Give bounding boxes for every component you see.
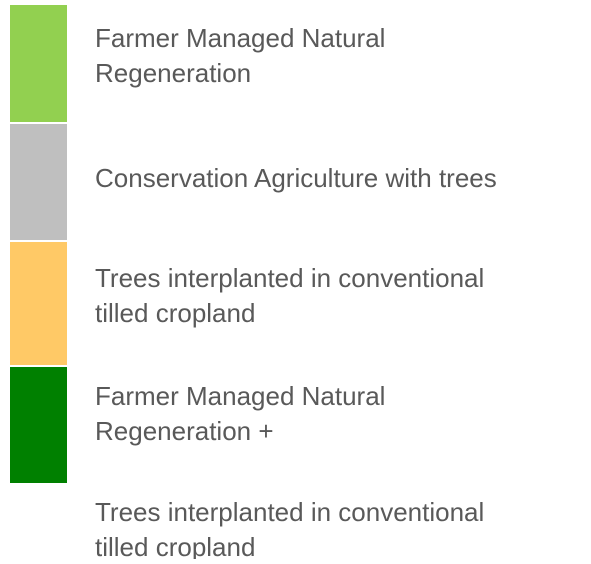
legend-label: Farmer Managed Natural: [95, 381, 385, 411]
legend-label: Farmer Managed Natural: [95, 23, 385, 53]
legend-label: tilled cropland: [95, 298, 255, 328]
legend-label: Regeneration: [95, 58, 251, 88]
legend-label: Trees interplanted in conventional: [95, 263, 484, 293]
legend-label: Regeneration +: [95, 416, 274, 446]
legend-label: tilled cropland: [95, 532, 255, 559]
legend-swatch: [10, 124, 67, 240]
legend-swatch: [10, 242, 67, 365]
legend-swatch: [10, 5, 67, 122]
legend-label: Conservation Agriculture with trees: [95, 163, 497, 193]
legend-swatch: [10, 367, 67, 483]
legend-label: Trees interplanted in conventional: [95, 497, 484, 527]
